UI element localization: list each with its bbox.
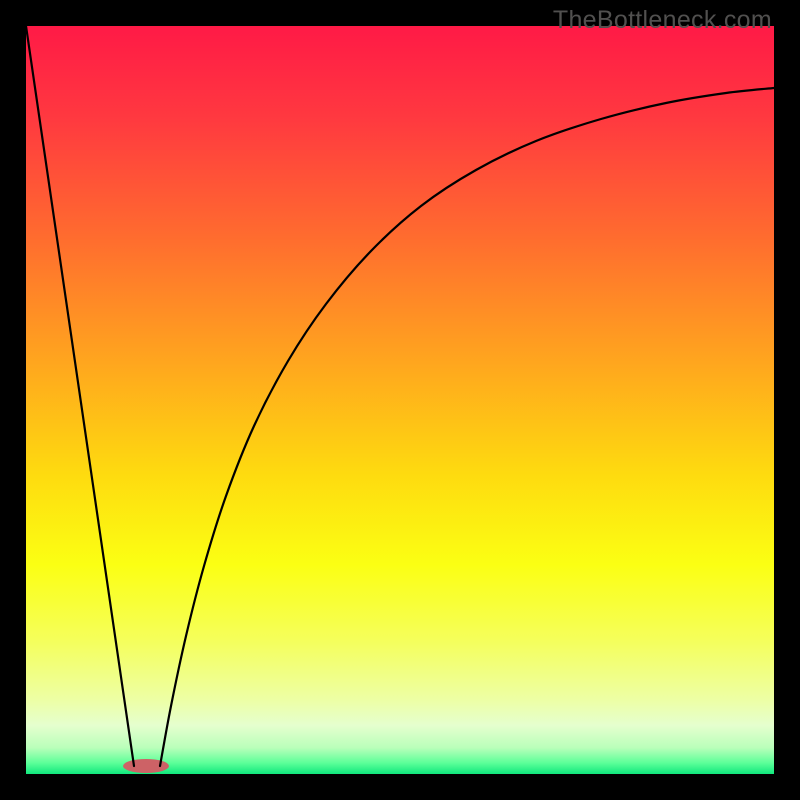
curve-svg (26, 26, 774, 774)
chart-frame: TheBottleneck.com (0, 0, 800, 800)
watermark-text: TheBottleneck.com (553, 6, 772, 35)
minimum-marker (123, 759, 169, 773)
plot-area (26, 26, 774, 774)
curve-right-branch (160, 88, 774, 766)
curve-left-branch (26, 26, 134, 766)
